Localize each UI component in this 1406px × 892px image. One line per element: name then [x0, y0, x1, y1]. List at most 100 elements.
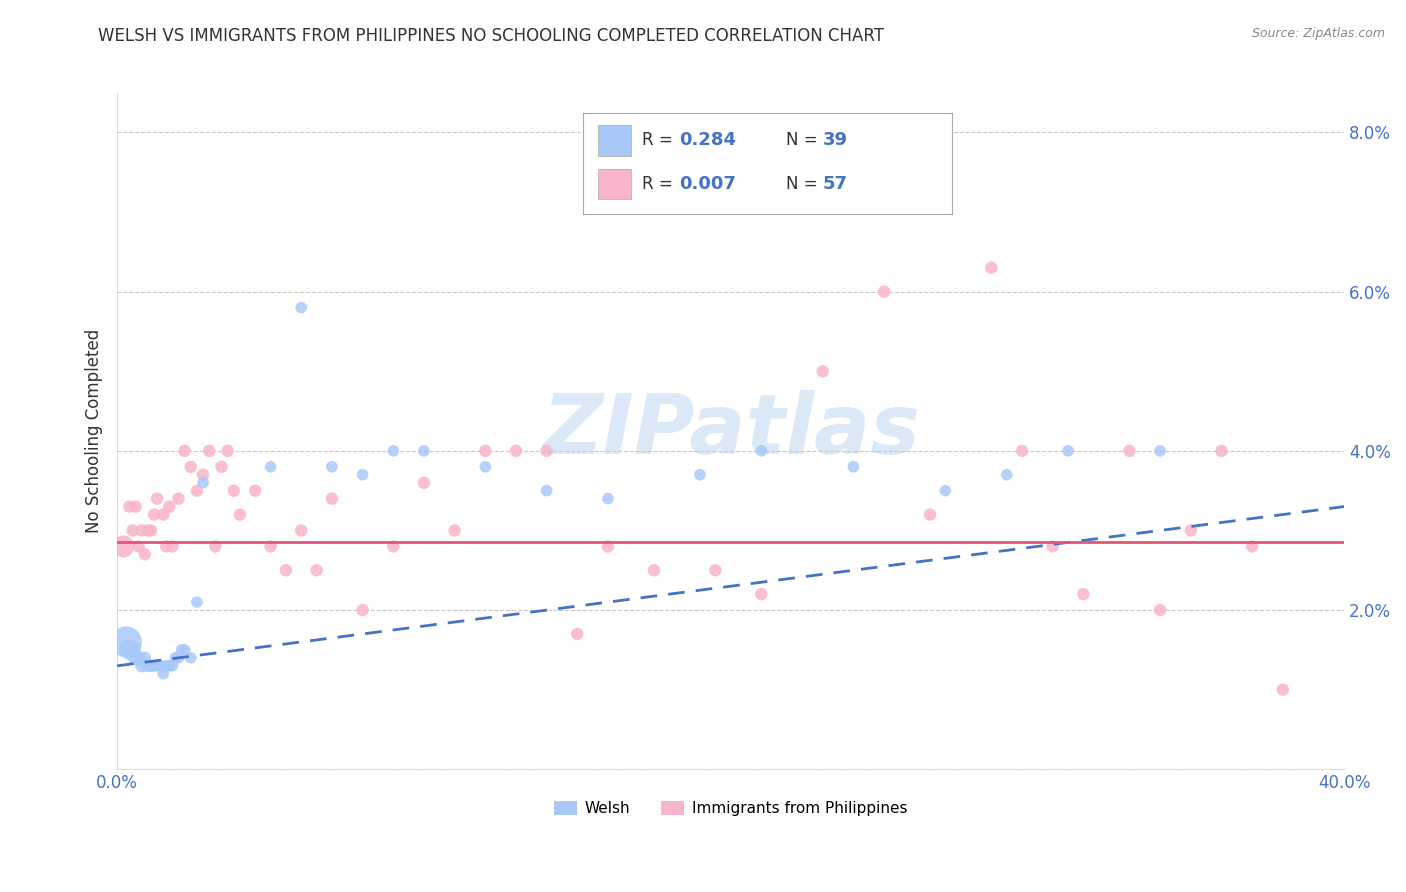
- Point: [229, 508, 252, 522]
- Point: [1241, 540, 1264, 554]
- Point: [173, 443, 195, 458]
- Point: [112, 540, 135, 554]
- Point: [155, 658, 177, 673]
- Point: [139, 658, 162, 673]
- Point: [118, 643, 141, 657]
- Point: [128, 650, 150, 665]
- Point: [259, 540, 281, 554]
- Point: [382, 540, 405, 554]
- Point: [186, 483, 208, 498]
- Point: [139, 524, 162, 538]
- Point: [382, 443, 405, 458]
- Point: [1042, 540, 1064, 554]
- Point: [170, 643, 193, 657]
- Point: [474, 459, 496, 474]
- Point: [131, 658, 153, 673]
- Point: [157, 658, 180, 673]
- Y-axis label: No Schooling Completed: No Schooling Completed: [86, 329, 103, 533]
- Point: [134, 547, 156, 561]
- Point: [198, 443, 221, 458]
- Point: [157, 500, 180, 514]
- Point: [1057, 443, 1080, 458]
- Point: [352, 603, 374, 617]
- Legend: Welsh, Immigrants from Philippines: Welsh, Immigrants from Philippines: [548, 796, 912, 822]
- Point: [131, 524, 153, 538]
- Point: [1211, 443, 1233, 458]
- Point: [995, 467, 1018, 482]
- Point: [1011, 443, 1033, 458]
- Point: [704, 563, 727, 577]
- Point: [1118, 443, 1140, 458]
- Point: [124, 500, 146, 514]
- Point: [259, 459, 281, 474]
- Point: [305, 563, 328, 577]
- Point: [167, 650, 190, 665]
- Point: [121, 643, 143, 657]
- Point: [413, 443, 436, 458]
- Text: WELSH VS IMMIGRANTS FROM PHILIPPINES NO SCHOOLING COMPLETED CORRELATION CHART: WELSH VS IMMIGRANTS FROM PHILIPPINES NO …: [98, 27, 884, 45]
- Text: Source: ZipAtlas.com: Source: ZipAtlas.com: [1251, 27, 1385, 40]
- Point: [1271, 682, 1294, 697]
- Point: [505, 443, 527, 458]
- Point: [186, 595, 208, 609]
- Point: [352, 467, 374, 482]
- Point: [596, 540, 619, 554]
- Point: [290, 301, 312, 315]
- Point: [146, 491, 169, 506]
- Point: [873, 285, 896, 299]
- Point: [596, 491, 619, 506]
- Text: ZIPatlas: ZIPatlas: [541, 391, 920, 472]
- Point: [567, 627, 589, 641]
- Point: [443, 524, 465, 538]
- Point: [152, 666, 174, 681]
- Point: [180, 650, 202, 665]
- Point: [1149, 443, 1171, 458]
- Point: [167, 491, 190, 506]
- Point: [980, 260, 1002, 275]
- Point: [128, 540, 150, 554]
- Point: [321, 459, 343, 474]
- Point: [413, 475, 436, 490]
- Point: [152, 508, 174, 522]
- Point: [211, 459, 233, 474]
- Point: [1073, 587, 1095, 601]
- Point: [1180, 524, 1202, 538]
- Point: [204, 540, 226, 554]
- Point: [162, 540, 184, 554]
- Point: [274, 563, 297, 577]
- Point: [842, 459, 865, 474]
- Point: [149, 658, 172, 673]
- Point: [162, 658, 184, 673]
- Point: [536, 483, 558, 498]
- Point: [115, 635, 138, 649]
- Point: [134, 650, 156, 665]
- Point: [121, 524, 143, 538]
- Point: [124, 650, 146, 665]
- Point: [934, 483, 956, 498]
- Point: [689, 467, 711, 482]
- Point: [155, 540, 177, 554]
- Point: [321, 491, 343, 506]
- Point: [143, 508, 166, 522]
- Point: [749, 443, 772, 458]
- Point: [165, 650, 187, 665]
- Point: [180, 459, 202, 474]
- Point: [474, 443, 496, 458]
- Point: [217, 443, 239, 458]
- Point: [191, 467, 214, 482]
- Point: [1149, 603, 1171, 617]
- Point: [118, 500, 141, 514]
- Point: [749, 587, 772, 601]
- Point: [918, 508, 941, 522]
- Point: [146, 658, 169, 673]
- Point: [245, 483, 267, 498]
- Point: [173, 643, 195, 657]
- Point: [643, 563, 665, 577]
- Point: [222, 483, 245, 498]
- Point: [191, 475, 214, 490]
- Point: [811, 364, 834, 378]
- Point: [143, 658, 166, 673]
- Point: [290, 524, 312, 538]
- Point: [136, 658, 159, 673]
- Point: [536, 443, 558, 458]
